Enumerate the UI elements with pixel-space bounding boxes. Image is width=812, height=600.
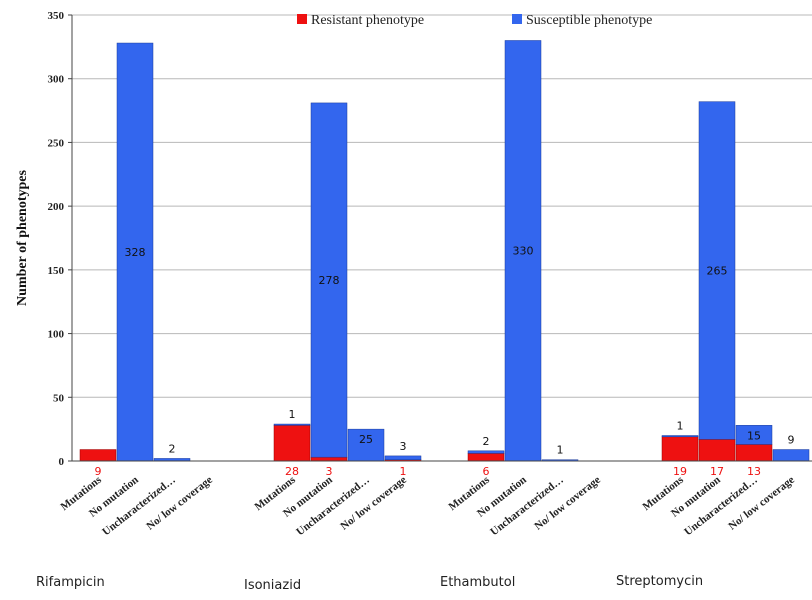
- category-label: No/ low coverage: [144, 474, 215, 533]
- bar-susceptible: [661, 435, 699, 438]
- data-label-resistant: 3: [326, 465, 333, 478]
- category-label: No/ low coverage: [338, 474, 409, 533]
- category-label: No/ low coverage: [532, 474, 603, 533]
- bars: [79, 40, 810, 462]
- legend: Resistant phenotype Susceptible phenotyp…: [297, 13, 652, 28]
- data-label-resistant: 6: [483, 465, 490, 478]
- gridlines: [72, 14, 812, 398]
- bar-resistant: [467, 453, 505, 462]
- bar-resistant: [661, 436, 699, 462]
- data-label-susceptible: 1: [677, 420, 684, 433]
- data-label-susceptible: 9: [788, 434, 795, 447]
- data-label-susceptible: 265: [707, 264, 728, 277]
- data-label-resistant: 17: [710, 465, 724, 478]
- group-labels: Rifampicin Isoniazid Ethambutol Streptomyci…: [36, 574, 703, 593]
- data-label-resistant: 9: [95, 465, 102, 478]
- y-tick-label: 350: [48, 10, 65, 22]
- legend-swatch-susceptible: [512, 14, 522, 24]
- y-tick-label: 100: [48, 329, 65, 341]
- y-tick-label: 300: [48, 74, 65, 86]
- data-label-susceptible: 330: [513, 245, 534, 258]
- group-label: Isoniazid: [244, 578, 301, 593]
- bar-susceptible: [772, 449, 810, 462]
- data-label-resistant: 1: [400, 465, 407, 478]
- bar-susceptible: [698, 101, 736, 440]
- bar-resistant: [735, 444, 773, 462]
- data-label-susceptible: 3: [400, 440, 407, 453]
- data-label-resistant: 19: [673, 465, 687, 478]
- data-label-susceptible: 278: [319, 274, 340, 287]
- bar-susceptible: [273, 423, 311, 426]
- legend-label-resistant: Resistant phenotype: [311, 13, 424, 28]
- bar-susceptible: [384, 455, 422, 460]
- bar-susceptible: [310, 102, 348, 458]
- legend-label-susceptible: Susceptible phenotype: [526, 13, 652, 28]
- y-tick-label: 150: [48, 265, 65, 277]
- axes: 0 50 100 150 200 250 300 350: [48, 10, 812, 468]
- group-label: Streptomycin: [616, 574, 703, 589]
- data-label-susceptible: 328: [125, 246, 146, 259]
- data-label-susceptible: 1: [557, 444, 564, 457]
- data-label-susceptible: 2: [169, 442, 176, 455]
- group-label: Ethambutol: [440, 575, 515, 590]
- data-label-resistant: 13: [747, 465, 761, 478]
- data-label-susceptible: 1: [289, 408, 296, 421]
- category-label: No/ low coverage: [726, 474, 797, 533]
- data-label-resistant: 28: [285, 465, 299, 478]
- bar-susceptible: [504, 40, 542, 462]
- bar-resistant: [310, 456, 348, 462]
- data-label-susceptible: 25: [359, 433, 373, 446]
- bar-resistant: [273, 425, 311, 462]
- group-label: Rifampicin: [36, 575, 105, 590]
- bar-susceptible: [735, 425, 773, 445]
- y-tick-label: 200: [48, 201, 65, 213]
- data-label-susceptible: 2: [483, 435, 490, 448]
- bar-resistant: [79, 449, 117, 462]
- y-axis-label: Number of phenotypes: [15, 170, 30, 306]
- bar-resistant: [698, 439, 736, 462]
- y-tick-label: 250: [48, 137, 65, 149]
- bar-susceptible: [467, 450, 505, 454]
- y-tick-label: 50: [53, 392, 65, 404]
- data-label-susceptible: 15: [747, 429, 761, 442]
- y-tick-label: 0: [59, 456, 65, 468]
- legend-swatch-resistant: [297, 14, 307, 24]
